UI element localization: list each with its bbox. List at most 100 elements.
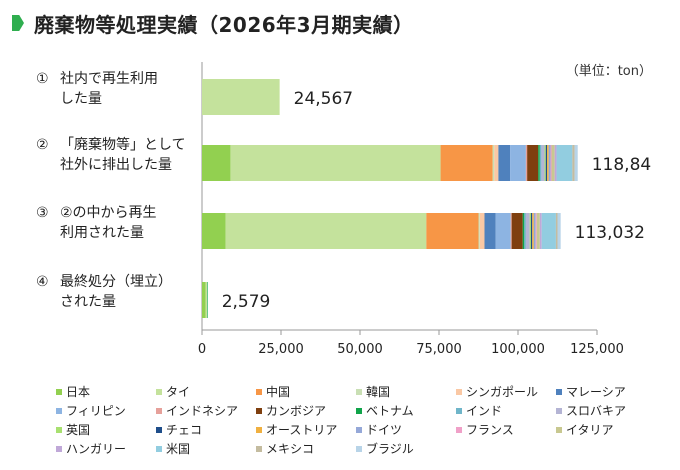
legend-label: スロバキア	[566, 404, 627, 418]
x-tick-label: 50,000	[337, 342, 383, 357]
legend-swatch	[256, 446, 262, 452]
legend-item: ブラジル	[356, 442, 414, 456]
bar-segment	[511, 213, 523, 249]
bar-segment	[522, 213, 525, 249]
chart-title: 廃棄物等処理実績（2026年3月期実績）	[34, 12, 414, 37]
legend-item: イタリア	[556, 423, 614, 437]
bar-segment	[440, 145, 493, 181]
bar-segment	[202, 213, 226, 249]
legend-item: マレーシア	[556, 385, 626, 399]
legend-swatch	[456, 389, 462, 395]
legend-item: 米国	[156, 442, 190, 456]
legend-label: メキシコ	[266, 442, 315, 456]
legend-swatch	[56, 427, 62, 433]
bar-segment	[525, 213, 530, 249]
legend-label: タイ	[166, 385, 191, 399]
legend-label: インドネシア	[166, 404, 239, 418]
legend-label: 米国	[166, 442, 191, 456]
bar-segment	[556, 145, 573, 181]
bar-segment	[207, 282, 208, 318]
legend-item: ドイツ	[356, 423, 402, 437]
legend-item: 日本	[56, 385, 90, 399]
category-label: ① 社内で再生利用 した量	[36, 71, 158, 107]
legend-item: フィリピン	[56, 404, 126, 418]
unit-label: （単位：ton）	[565, 64, 652, 79]
x-tick-label: 0	[198, 342, 206, 357]
bar-segment	[539, 213, 542, 249]
bar-segment	[225, 213, 427, 249]
legend-swatch	[556, 427, 562, 433]
bar-segment	[572, 145, 575, 181]
legend-swatch	[56, 446, 62, 452]
legend-swatch	[256, 389, 262, 395]
bar-segment	[533, 213, 536, 249]
bar-segment	[426, 213, 479, 249]
x-tick-label: 100,000	[491, 342, 545, 357]
legend-swatch	[356, 427, 362, 433]
bar-segment	[545, 145, 548, 181]
bar-segment	[525, 145, 528, 181]
bar-segment	[541, 213, 556, 249]
legend-label: フランス	[466, 423, 514, 437]
bar-segment	[202, 79, 280, 115]
bar-segment	[535, 213, 537, 249]
bar-total-label: 113,032	[575, 223, 645, 243]
legend-item: シンガポール	[456, 385, 538, 399]
bar-segment	[538, 145, 540, 181]
legend-swatch	[556, 408, 562, 414]
bar-segment	[532, 213, 534, 249]
x-tick-label: 125,000	[570, 342, 624, 357]
legend-swatch	[356, 446, 362, 452]
legend-label: ドイツ	[366, 423, 403, 437]
bar-segment	[551, 145, 555, 181]
category-label: ② 「廃棄物等」として 社外に排出した量	[36, 137, 186, 173]
legend-swatch	[356, 408, 362, 414]
x-tick-label: 25,000	[258, 342, 304, 357]
legend-swatch	[556, 389, 562, 395]
bar-segment	[527, 145, 539, 181]
legend-label: イタリア	[566, 423, 614, 437]
legend-label: カンボジア	[266, 404, 327, 418]
legend-item: フランス	[456, 423, 514, 437]
legend-swatch	[56, 408, 62, 414]
bar-segment	[547, 145, 549, 181]
bar-segment	[550, 145, 552, 181]
legend-item: インド	[456, 404, 502, 418]
legend-label: ブラジル	[366, 442, 414, 456]
category-label: ④ 最終処分（埋立） された量	[36, 274, 172, 310]
legend-item: ベトナム	[356, 404, 414, 418]
legend-item: スロバキア	[556, 404, 626, 418]
bar-segment	[205, 282, 208, 318]
legend-label: チェコ	[166, 423, 203, 437]
legend-item: タイ	[156, 385, 190, 399]
legend-swatch	[456, 408, 462, 414]
legend-swatch	[256, 408, 262, 414]
bar-segment	[555, 213, 558, 249]
bar-segment	[202, 282, 206, 318]
bar-segment	[494, 145, 499, 181]
bar-total-label: 118,84	[592, 155, 651, 175]
legend-label: ベトナム	[366, 404, 414, 418]
legend-item: インドネシア	[156, 404, 238, 418]
x-tick-label: 75,000	[416, 342, 462, 357]
bar-segment	[557, 213, 561, 249]
legend-item: カンボジア	[256, 404, 326, 418]
legend-label: 日本	[66, 385, 91, 399]
bar-segment	[529, 213, 531, 249]
bar-segment	[510, 145, 526, 181]
title-row: 廃棄物等処理実績（2026年3月期実績）	[12, 8, 414, 38]
legend-swatch	[156, 408, 162, 414]
bar-total-label: 2,579	[222, 292, 271, 312]
legend-swatch	[156, 446, 162, 452]
bar-segment	[510, 213, 512, 249]
legend-swatch	[156, 389, 162, 395]
legend-label: フィリピン	[66, 404, 126, 418]
legend-item: チェコ	[156, 423, 202, 437]
legend-label: 中国	[266, 385, 291, 399]
legend-item: 中国	[256, 385, 290, 399]
bar-segment	[539, 145, 542, 181]
category-label: ③ ②の中から再生 利用された量	[36, 205, 157, 241]
legend-item: 英国	[56, 423, 90, 437]
